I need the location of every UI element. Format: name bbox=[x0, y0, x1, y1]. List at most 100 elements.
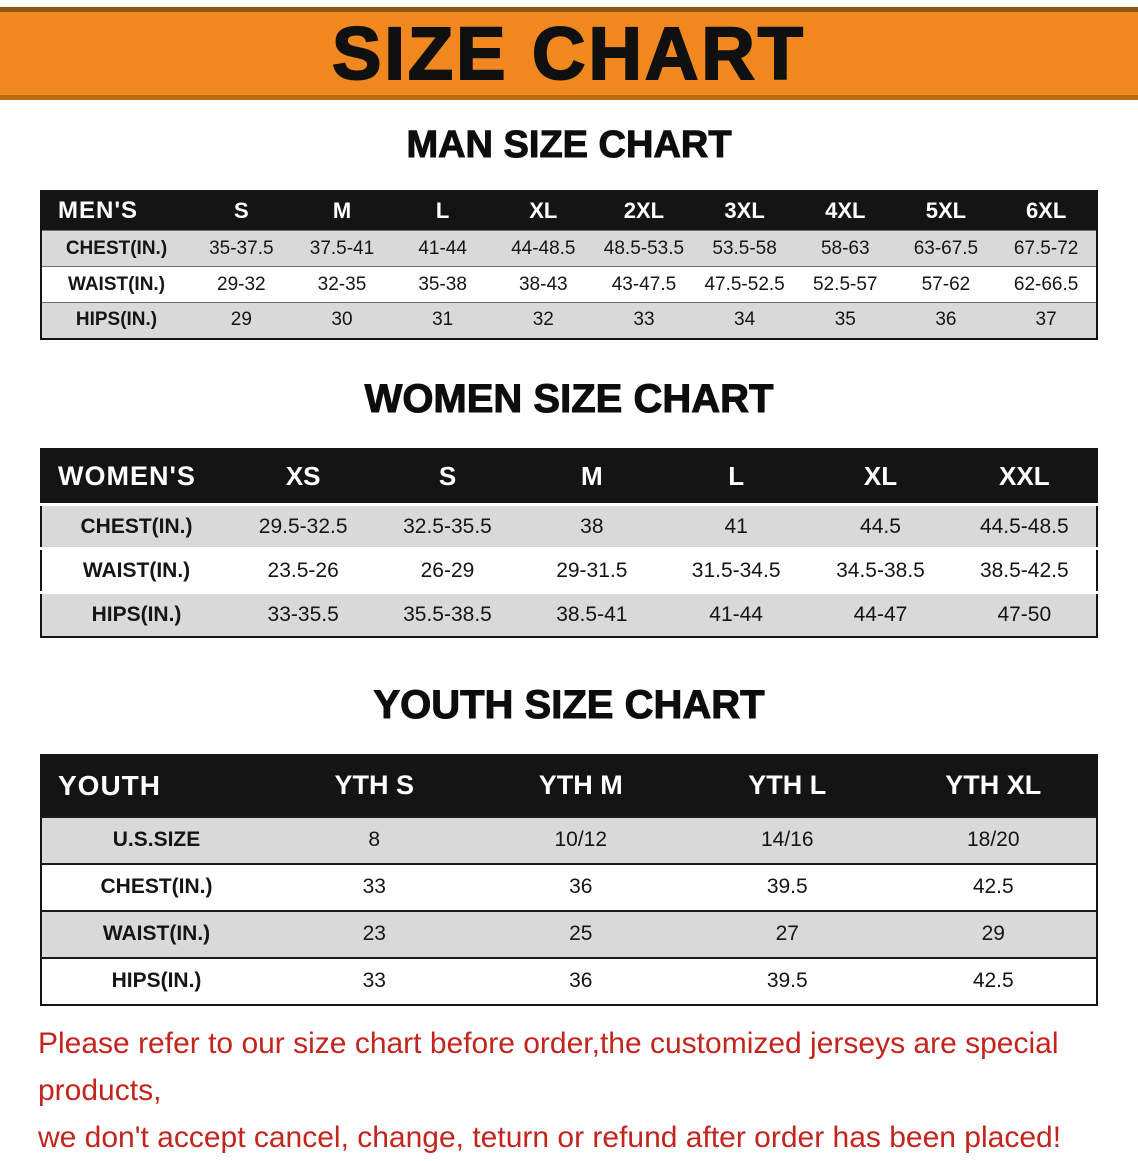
value-cell: 23.5-26 bbox=[267, 558, 339, 582]
table-row: WAIST(IN.) 29-32 32-35 35-38 38-43 43-47.5 47.… bbox=[41, 266, 1097, 303]
column-header-cell: YTH XL bbox=[945, 770, 1042, 801]
size-chart-banner: SIZE CHART bbox=[0, 7, 1138, 100]
value-cell: 42.5 bbox=[972, 969, 1014, 993]
value-cell: 32-35 bbox=[317, 273, 367, 295]
value-cell: 41-44 bbox=[709, 602, 763, 626]
value-cell: 10/12 bbox=[554, 828, 608, 852]
row-label-cell: HIPS(IN.) bbox=[111, 969, 202, 993]
table-title-cell: WOMEN'S bbox=[58, 460, 196, 491]
youth-section-heading: YOUTH SIZE CHART bbox=[373, 682, 765, 727]
value-cell: 41 bbox=[724, 514, 748, 538]
youth-size-table: YOUTH YTH S YTH M YTH L YTH XL U.S.SIZE 8 10/1… bbox=[40, 753, 1098, 1006]
value-cell: 34.5-38.5 bbox=[836, 558, 925, 582]
men-table-body: CHEST(IN.) 35-37.5 37.5-41 41-44 44-48.5 48.5… bbox=[41, 230, 1097, 339]
value-cell: 29-31.5 bbox=[556, 558, 628, 582]
value-cell: 32.5-35.5 bbox=[403, 514, 492, 538]
men-table-header-row: MEN'S S M L XL 2XL 3XL 4XL 5XL 6XL bbox=[41, 190, 1097, 231]
value-cell: 67.5-72 bbox=[1013, 237, 1079, 259]
value-cell: 25 bbox=[569, 922, 593, 946]
value-cell: 33 bbox=[362, 969, 386, 993]
value-cell: 37.5-41 bbox=[309, 237, 375, 259]
value-cell: 34 bbox=[734, 309, 756, 331]
table-row: U.S.SIZE 8 10/12 14/16 18/20 bbox=[41, 816, 1097, 864]
value-cell: 8 bbox=[368, 828, 381, 852]
value-cell: 38-43 bbox=[518, 273, 568, 295]
value-cell: 29.5-32.5 bbox=[258, 514, 348, 538]
value-cell: 29-32 bbox=[217, 273, 266, 295]
value-cell: 52.5-57 bbox=[813, 273, 878, 295]
column-header-cell: YTH S bbox=[334, 770, 414, 801]
column-header-cell: S bbox=[233, 197, 249, 223]
value-cell: 63-67.5 bbox=[913, 237, 979, 259]
value-cell: 35-37.5 bbox=[209, 237, 274, 259]
value-cell: 47.5-52.5 bbox=[704, 273, 785, 295]
value-cell: 33 bbox=[633, 309, 655, 331]
disclaimer-line-1: Please refer to our size chart before or… bbox=[38, 1026, 1059, 1107]
value-cell: 18/20 bbox=[966, 828, 1020, 852]
men-section-heading: MAN SIZE CHART bbox=[406, 124, 732, 167]
value-cell: 57-62 bbox=[921, 273, 971, 295]
value-cell: 39.5 bbox=[766, 969, 808, 993]
value-cell: 41-44 bbox=[418, 237, 467, 259]
value-cell: 27 bbox=[775, 922, 799, 946]
row-label-cell: CHEST(IN.) bbox=[65, 237, 168, 259]
value-cell: 44-48.5 bbox=[511, 237, 576, 259]
youth-table-header-row: YOUTH YTH S YTH M YTH L YTH XL bbox=[41, 754, 1097, 817]
table-title-cell: YOUTH bbox=[58, 769, 161, 801]
value-cell: 35.5-38.5 bbox=[403, 602, 492, 626]
value-cell: 29 bbox=[981, 922, 1005, 946]
value-cell: 37 bbox=[1035, 309, 1057, 331]
value-cell: 47-50 bbox=[997, 602, 1052, 626]
row-label-cell: U.S.SIZE bbox=[112, 828, 201, 852]
row-label-cell: CHEST(IN.) bbox=[80, 514, 193, 538]
row-label-cell: CHEST(IN.) bbox=[100, 875, 213, 899]
women-section-heading: WOMEN SIZE CHART bbox=[364, 376, 774, 421]
women-size-table: WOMEN'S XS S M L XL XXL CHEST(IN.) 29.5-32.5 32.… bbox=[40, 447, 1098, 638]
column-header-cell: M bbox=[332, 197, 352, 223]
disclaimer-line-2: we don't accept cancel, change, teturn o… bbox=[38, 1120, 1062, 1154]
disclaimer-text: Please refer to our size chart before or… bbox=[38, 1020, 1118, 1161]
value-cell: 48.5-53.5 bbox=[603, 237, 685, 259]
column-header-cell: 3XL bbox=[724, 197, 765, 223]
row-label-cell: HIPS(IN.) bbox=[91, 602, 182, 626]
value-cell: 35 bbox=[834, 309, 856, 331]
value-cell: 44-47 bbox=[853, 602, 908, 626]
men-size-table: MEN'S S M L XL 2XL 3XL 4XL 5XL 6XL CHEST(IN.) 35-3… bbox=[40, 189, 1098, 340]
column-header-cell: 2XL bbox=[623, 197, 665, 223]
row-label-cell: WAIST(IN.) bbox=[102, 922, 211, 946]
youth-table-body: U.S.SIZE 8 10/12 14/16 18/20 CHEST(IN.) 33 36 39… bbox=[41, 816, 1097, 1005]
value-cell: 38.5-42.5 bbox=[979, 558, 1069, 582]
table-row: CHEST(IN.) 29.5-32.5 32.5-35.5 38 41 44.5 44.5… bbox=[41, 504, 1097, 549]
value-cell: 36 bbox=[935, 309, 957, 331]
row-label-cell: WAIST(IN.) bbox=[67, 273, 166, 295]
column-header-cell: XXL bbox=[999, 460, 1050, 491]
column-header-cell: 4XL bbox=[825, 197, 866, 223]
value-cell: 31 bbox=[432, 309, 454, 331]
value-cell: 38 bbox=[580, 514, 604, 538]
value-cell: 36 bbox=[569, 969, 593, 993]
column-header-cell: S bbox=[438, 460, 457, 491]
women-size-section: WOMEN SIZE CHART WOMEN'S XS S M L XL XXL CHEST… bbox=[0, 376, 1138, 638]
column-header-cell: XL bbox=[529, 197, 558, 223]
column-header-cell: M bbox=[580, 460, 603, 491]
men-size-section: MAN SIZE CHART MEN'S S M L XL 2XL 3XL 4XL 5XL 6XL… bbox=[0, 124, 1138, 340]
value-cell: 33 bbox=[362, 875, 386, 899]
column-header-cell: L bbox=[435, 197, 450, 223]
value-cell: 39.5 bbox=[766, 875, 808, 899]
value-cell: 33-35.5 bbox=[267, 602, 339, 626]
value-cell: 38.5-41 bbox=[556, 602, 628, 626]
value-cell: 44.5 bbox=[860, 514, 901, 538]
value-cell: 23 bbox=[362, 922, 386, 946]
column-header-cell: 6XL bbox=[1025, 197, 1067, 223]
value-cell: 36 bbox=[569, 875, 593, 899]
value-cell: 32 bbox=[532, 309, 554, 331]
table-row: WAIST(IN.) 23 25 27 29 bbox=[41, 910, 1097, 958]
women-table-body: CHEST(IN.) 29.5-32.5 32.5-35.5 38 41 44.5 44.5… bbox=[41, 504, 1097, 637]
value-cell: 29 bbox=[230, 309, 252, 331]
table-row: HIPS(IN.) 33-35.5 35.5-38.5 38.5-41 41-44 44-… bbox=[41, 592, 1097, 637]
women-table-header-row: WOMEN'S XS S M L XL XXL bbox=[41, 448, 1097, 505]
value-cell: 30 bbox=[331, 309, 353, 331]
value-cell: 44.5-48.5 bbox=[979, 514, 1069, 538]
column-header-cell: XS bbox=[285, 460, 321, 491]
table-row: HIPS(IN.) 33 36 39.5 42.5 bbox=[41, 957, 1097, 1005]
